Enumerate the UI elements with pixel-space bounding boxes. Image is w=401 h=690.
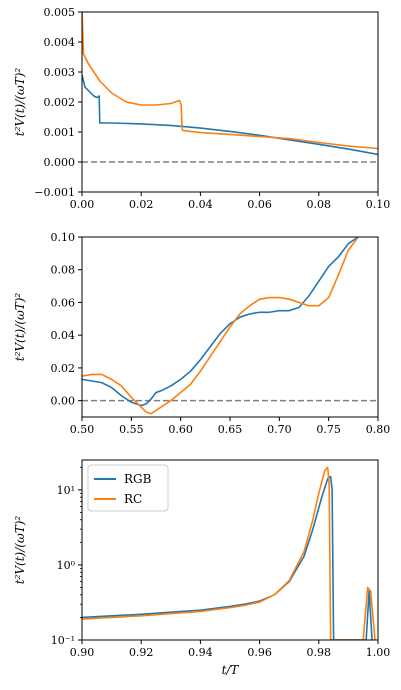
x-tick-label: 0.50 (70, 423, 95, 436)
x-tick-label: 0.92 (129, 646, 154, 659)
series-line-rgb (82, 475, 373, 640)
series-group (82, 237, 359, 415)
y-tick-label: 0.002 (44, 96, 76, 109)
y-axis-label: t²V(t)/(ωT)² (13, 293, 27, 362)
x-tick-label: 0.04 (188, 198, 213, 211)
chart-panel-middle: 0.50 0.55 0.60 0.65 0.70 0.75 0.80 0.00 0.02 0.04… (13, 231, 390, 436)
x-axis-label: t/T (222, 663, 240, 677)
legend-label-rc: RC (124, 492, 142, 506)
y-tick-label: 0.004 (44, 36, 76, 49)
series-group (82, 466, 376, 640)
legend-label-rgb: RGB (124, 472, 152, 486)
chart-panel-bottom: 0.90 0.92 0.94 0.96 0.98 1.00 10⁻¹ 10⁰ 10¹ t²V(t)… (13, 459, 391, 677)
x-tick-label: 0.94 (188, 646, 213, 659)
y-tick-label: 0.02 (51, 362, 76, 375)
y-axis-label: t²V(t)/(ωT)² (13, 516, 27, 585)
x-tick-label: 0.70 (267, 423, 292, 436)
y-tick-label: 0.06 (51, 296, 76, 309)
series-group (82, 12, 378, 156)
x-tick-label: 0.98 (307, 646, 332, 659)
plot-frame (81, 459, 379, 641)
series-line-rc (82, 237, 359, 415)
y-tick-label: 10⁻¹ (51, 634, 75, 647)
chart-panel-top: 0.00 0.02 0.04 0.06 0.08 0.10 −0.001 0.000 0.001… (13, 6, 390, 211)
legend: RGB RC (87, 464, 169, 512)
y-axis-label: t²V(t)/(ωT)² (13, 68, 27, 137)
x-tick-label: 0.55 (119, 423, 144, 436)
y-tick-label: 10⁰ (57, 559, 76, 572)
x-tick-label: 0.06 (247, 198, 272, 211)
x-tick-label: 0.08 (307, 198, 332, 211)
x-tick-label: 0.02 (129, 198, 154, 211)
x-tick-label: 0.00 (70, 198, 95, 211)
x-tick-label: 0.65 (218, 423, 243, 436)
x-tick-label: 1.00 (366, 646, 391, 659)
y-tick-label: 0.001 (44, 126, 76, 139)
x-tick-label: 0.10 (366, 198, 391, 211)
series-line-rgb (82, 74, 378, 156)
y-tick-label: 10¹ (57, 484, 75, 497)
x-tick-label: 0.60 (168, 423, 193, 436)
x-tick-label: 0.75 (316, 423, 341, 436)
x-tick-label: 0.80 (366, 423, 391, 436)
y-tick-label: 0.04 (51, 329, 76, 342)
series-line-rc (82, 12, 378, 150)
series-line-rc (82, 466, 376, 640)
series-line-rgb (82, 237, 359, 407)
x-tick-label: 0.90 (70, 646, 95, 659)
y-tick-label: 0.08 (51, 264, 76, 277)
y-tick-label: 0.10 (51, 231, 76, 244)
x-tick-label: 0.96 (247, 646, 272, 659)
y-tick-label: −0.001 (34, 186, 75, 199)
y-tick-label: 0.003 (44, 66, 76, 79)
y-tick-label: 0.000 (44, 156, 76, 169)
y-tick-label: 0.005 (44, 6, 76, 19)
y-tick-label: 0.00 (51, 395, 76, 408)
